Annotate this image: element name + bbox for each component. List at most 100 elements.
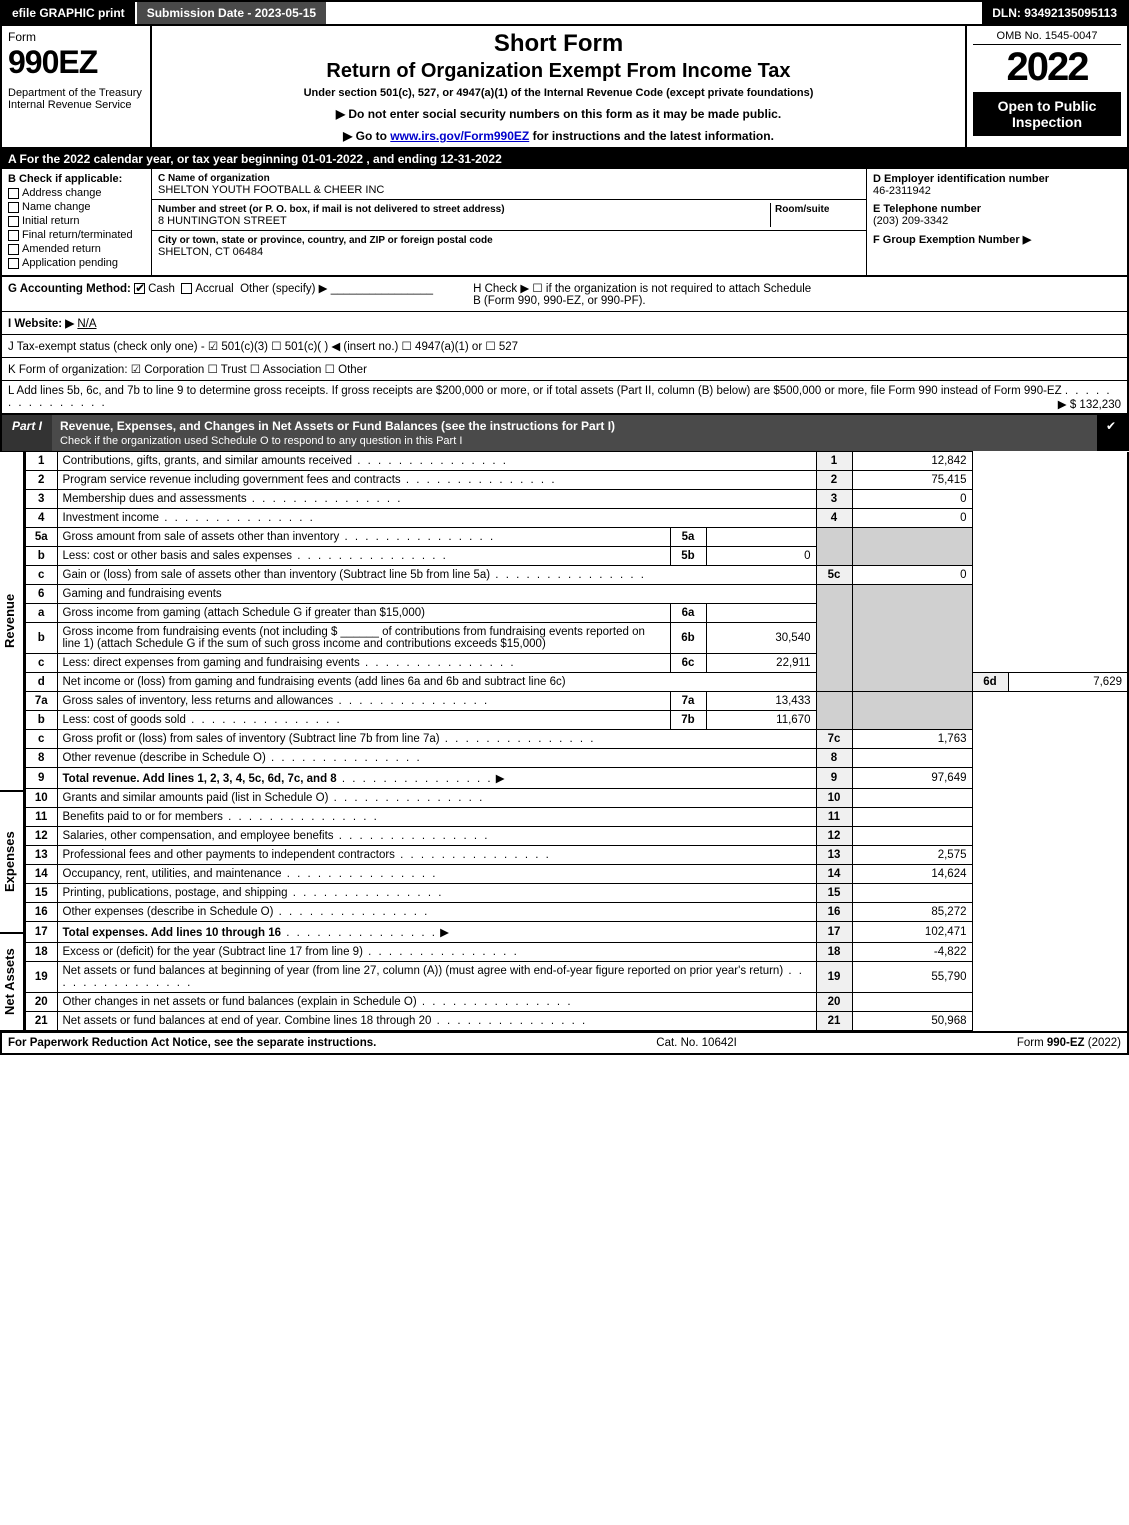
r19-no: 19 [816,962,852,993]
org-name: SHELTON YOUTH FOOTBALL & CHEER INC [158,184,384,196]
i-label: I Website: ▶ [8,318,74,330]
r9-val: 97,649 [852,768,972,789]
r12-val [852,827,972,846]
chk-application-pending[interactable]: Application pending [8,257,145,269]
r13-desc: Professional fees and other payments to … [63,849,395,861]
section-k: K Form of organization: ☑ Corporation ☐ … [0,358,1129,381]
section-b: B Check if applicable: Address change Na… [2,169,152,275]
g-label: G Accounting Method: [8,283,131,295]
org-address: 8 HUNTINGTON STREET [158,215,287,227]
r4-desc: Investment income [63,512,160,524]
r18-desc: Excess or (deficit) for the year (Subtra… [63,946,363,958]
part1-schedule-o-chk[interactable] [1097,415,1127,451]
section-g-h: G Accounting Method: Cash Accrual Other … [0,277,1129,312]
website: N/A [77,318,96,330]
g-other: Other (specify) ▶ [240,283,327,295]
section-h: H Check ▶ ☐ if the organization is not r… [473,281,813,307]
l-text: L Add lines 5b, 6c, and 7b to line 9 to … [8,385,1062,397]
r10-desc: Grants and similar amounts paid (list in… [63,792,329,804]
room-label: Room/suite [775,204,829,215]
title-return: Return of Organization Exempt From Incom… [160,60,957,83]
chk-accrual[interactable] [181,283,192,294]
f-label: F Group Exemption Number ▶ [873,233,1121,246]
r20-desc: Other changes in net assets or fund bala… [63,996,417,1008]
department: Department of the Treasury Internal Reve… [8,87,144,111]
chk-cash[interactable] [134,283,145,294]
form-number: 990EZ [8,44,144,81]
section-j: J Tax-exempt status (check only one) - ☑… [0,335,1129,358]
chk-name-change[interactable]: Name change [8,201,145,213]
section-c: C Name of organization SHELTON YOUTH FOO… [152,169,867,275]
r3-no: 3 [816,490,852,509]
inst2-post: for instructions and the latest informat… [529,129,774,143]
chk-amended-return[interactable]: Amended return [8,243,145,255]
r1-no: 1 [816,452,852,471]
l-value: ▶ $ 132,230 [1058,397,1121,411]
r19-val: 55,790 [852,962,972,993]
header-right: OMB No. 1545-0047 2022 Open to Public In… [967,26,1127,147]
r17-no: 17 [816,922,852,943]
expenses-side-label: Expenses [0,791,24,933]
r7b-subval: 11,670 [706,711,816,730]
chk-initial-return[interactable]: Initial return [8,215,145,227]
instruction-1: ▶ Do not enter social security numbers o… [160,107,957,121]
r5a-sub: 5a [670,528,706,547]
chk-address-change[interactable]: Address change [8,187,145,199]
efile-print-btn[interactable]: efile GRAPHIC print [2,2,137,24]
dln: DLN: 93492135095113 [982,2,1127,24]
r7a-desc: Gross sales of inventory, less returns a… [63,695,334,707]
g-accrual: Accrual [195,283,233,295]
r14-desc: Occupancy, rent, utilities, and maintena… [63,868,282,880]
r8-val [852,749,972,768]
r8-no: 8 [816,749,852,768]
r7c-val: 1,763 [852,730,972,749]
r17-val: 102,471 [852,922,972,943]
submission-date: Submission Date - 2023-05-15 [137,2,328,24]
r10-no: 10 [816,789,852,808]
r12-desc: Salaries, other compensation, and employ… [63,830,334,842]
open-inspection: Open to Public Inspection [973,92,1121,136]
chk-final-return[interactable]: Final return/terminated [8,229,145,241]
r14-no: 14 [816,865,852,884]
r21-no: 21 [816,1012,852,1031]
r7c-desc: Gross profit or (loss) from sales of inv… [63,733,440,745]
r4-val: 0 [852,509,972,528]
omb-number: OMB No. 1545-0047 [973,30,1121,45]
footer-right: Form 990-EZ (2022) [1017,1037,1121,1049]
r1-val: 12,842 [852,452,972,471]
c-addr-label: Number and street (or P. O. box, if mail… [158,204,505,215]
r7b-sub: 7b [670,711,706,730]
part1-body: Revenue Expenses Net Assets 1Contributio… [0,451,1129,1033]
header-center: Short Form Return of Organization Exempt… [152,26,967,147]
subtitle: Under section 501(c), 527, or 4947(a)(1)… [160,87,957,99]
c-name-label: C Name of organization [158,173,270,184]
r5b-sub: 5b [670,547,706,566]
irs-link[interactable]: www.irs.gov/Form990EZ [390,129,529,143]
r5b-desc: Less: cost or other basis and sales expe… [63,550,293,562]
r6a-desc: Gross income from gaming (attach Schedul… [63,607,425,619]
inst2-pre: ▶ Go to [343,129,390,143]
ein: 46-2311942 [873,185,1121,197]
header-left: Form 990EZ Department of the Treasury In… [2,26,152,147]
section-g: G Accounting Method: Cash Accrual Other … [8,281,433,307]
r10-val [852,789,972,808]
org-city: SHELTON, CT 06484 [158,246,263,258]
footer-center: Cat. No. 10642I [656,1037,737,1049]
footer-left: For Paperwork Reduction Act Notice, see … [8,1037,376,1049]
r21-val: 50,968 [852,1012,972,1031]
r5a-subval [706,528,816,547]
form-header: Form 990EZ Department of the Treasury In… [0,26,1129,149]
form-word: Form [8,30,144,44]
r6-desc: Gaming and fundraising events [57,585,816,604]
r7c-no: 7c [816,730,852,749]
r11-val [852,808,972,827]
r17-desc: Total expenses. Add lines 10 through 16 [63,927,282,939]
phone: (203) 209-3342 [873,215,1121,227]
part1-sub: Check if the organization used Schedule … [60,435,462,447]
r18-no: 18 [816,943,852,962]
r6d-val: 7,629 [1008,673,1128,692]
r6b-subval: 30,540 [706,623,816,654]
r2-val: 75,415 [852,471,972,490]
r11-desc: Benefits paid to or for members [63,811,223,823]
r6c-subval: 22,911 [706,654,816,673]
